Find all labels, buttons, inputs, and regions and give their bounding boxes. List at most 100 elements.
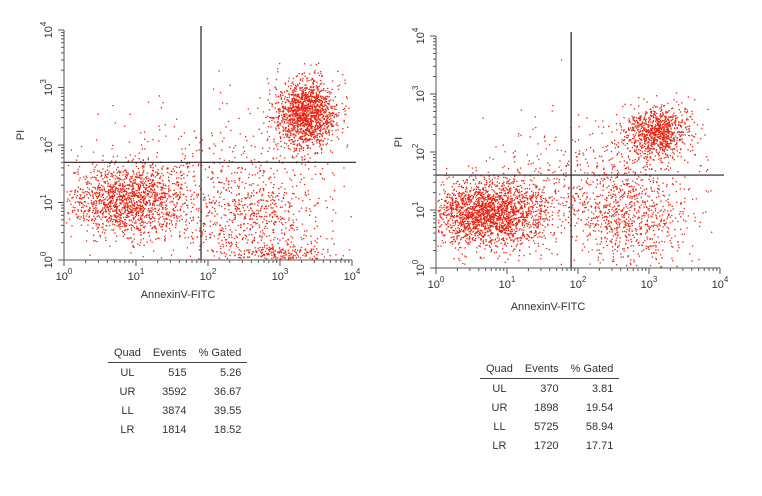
scatter-point: [108, 171, 110, 173]
scatter-point: [214, 203, 216, 205]
scatter-point: [130, 198, 132, 200]
scatter-point: [192, 155, 194, 158]
scatter-point: [135, 190, 137, 192]
scatter-point: [331, 120, 333, 122]
scatter-point: [311, 258, 313, 260]
scatter-point: [310, 64, 312, 66]
scatter-point: [290, 254, 292, 256]
scatter-point: [458, 209, 460, 211]
scatter-point: [531, 237, 533, 239]
scatter-point: [127, 202, 129, 204]
scatter-point: [157, 221, 160, 223]
scatter-point: [292, 102, 294, 105]
scatter-point: [96, 164, 98, 166]
scatter-point: [321, 75, 323, 77]
scatter-point: [223, 159, 226, 161]
scatter-point: [318, 140, 320, 142]
scatter-point: [288, 94, 290, 96]
scatter-point: [518, 185, 520, 187]
scatter-point: [147, 101, 150, 103]
scatter-point: [256, 216, 258, 218]
scatter-point: [297, 256, 300, 258]
scatter-point: [109, 162, 111, 164]
scatter-point: [90, 199, 92, 202]
scatter-point: [112, 184, 114, 186]
scatter-point: [323, 97, 325, 99]
scatter-point: [181, 174, 183, 176]
scatter-point: [297, 95, 299, 97]
scatter-point: [441, 232, 443, 234]
scatter-point: [109, 216, 111, 219]
scatter-point: [94, 188, 97, 190]
scatter-point: [529, 224, 531, 226]
scatter-point: [186, 199, 188, 201]
scatter-point: [195, 194, 198, 196]
scatter-point: [348, 107, 350, 109]
scatter-point: [238, 186, 240, 188]
scatter-point: [300, 97, 302, 99]
scatter-point: [266, 253, 268, 255]
scatter-point: [245, 197, 247, 199]
scatter-point: [110, 184, 112, 186]
scatter-point: [295, 257, 298, 259]
scatter-point: [287, 243, 289, 246]
scatter-point: [250, 145, 253, 147]
scatter-point: [255, 223, 257, 225]
scatter-point: [302, 78, 304, 80]
scatter-point: [309, 157, 311, 159]
scatter-point: [284, 188, 286, 190]
scatter-point: [293, 88, 295, 91]
scatter-point: [226, 257, 229, 260]
scatter-point: [138, 175, 140, 177]
scatter-point: [268, 248, 270, 251]
scatter-point: [528, 207, 530, 210]
scatter-point: [279, 111, 281, 113]
scatter-point: [131, 190, 133, 193]
scatter-point: [126, 237, 128, 239]
scatter-point: [316, 225, 318, 227]
scatter-point: [288, 109, 290, 111]
scatter-point: [110, 188, 112, 191]
scatter-point: [120, 190, 122, 192]
scatter-point: [322, 96, 324, 98]
scatter-point: [317, 86, 319, 88]
scatter-point: [324, 115, 327, 118]
scatter-point: [308, 109, 310, 111]
scatter-point: [256, 209, 258, 211]
scatter-point: [275, 89, 278, 91]
scatter-point: [143, 208, 145, 210]
scatter-point: [490, 250, 492, 253]
scatter-point: [317, 112, 319, 114]
scatter-point: [145, 216, 147, 218]
scatter-point: [299, 249, 301, 251]
scatter-point: [148, 231, 150, 233]
scatter-point: [106, 173, 109, 176]
scatter-point: [494, 198, 496, 201]
scatter-point: [278, 199, 280, 201]
scatter-point: [115, 187, 117, 189]
scatter-point: [535, 194, 537, 196]
scatter-point: [163, 194, 166, 196]
scatter-point: [137, 211, 139, 214]
scatter-point: [297, 83, 299, 86]
scatter-point: [257, 247, 259, 249]
scatter-point: [303, 121, 305, 123]
scatter-point: [305, 95, 307, 97]
scatter-point: [299, 251, 301, 253]
scatter-point: [328, 100, 330, 102]
scatter-point: [304, 110, 307, 112]
scatter-point: [137, 167, 139, 170]
scatter-point: [465, 211, 467, 213]
scatter-point: [274, 236, 276, 239]
scatter-point: [130, 224, 132, 226]
scatter-point: [139, 186, 142, 188]
scatter-point: [116, 199, 118, 201]
scatter-point: [128, 211, 131, 213]
scatter-point: [130, 185, 133, 187]
scatter-point: [441, 207, 443, 209]
scatter-point: [119, 182, 121, 185]
scatter-point: [214, 215, 216, 217]
scatter-point: [447, 193, 449, 195]
scatter-point: [288, 217, 290, 219]
